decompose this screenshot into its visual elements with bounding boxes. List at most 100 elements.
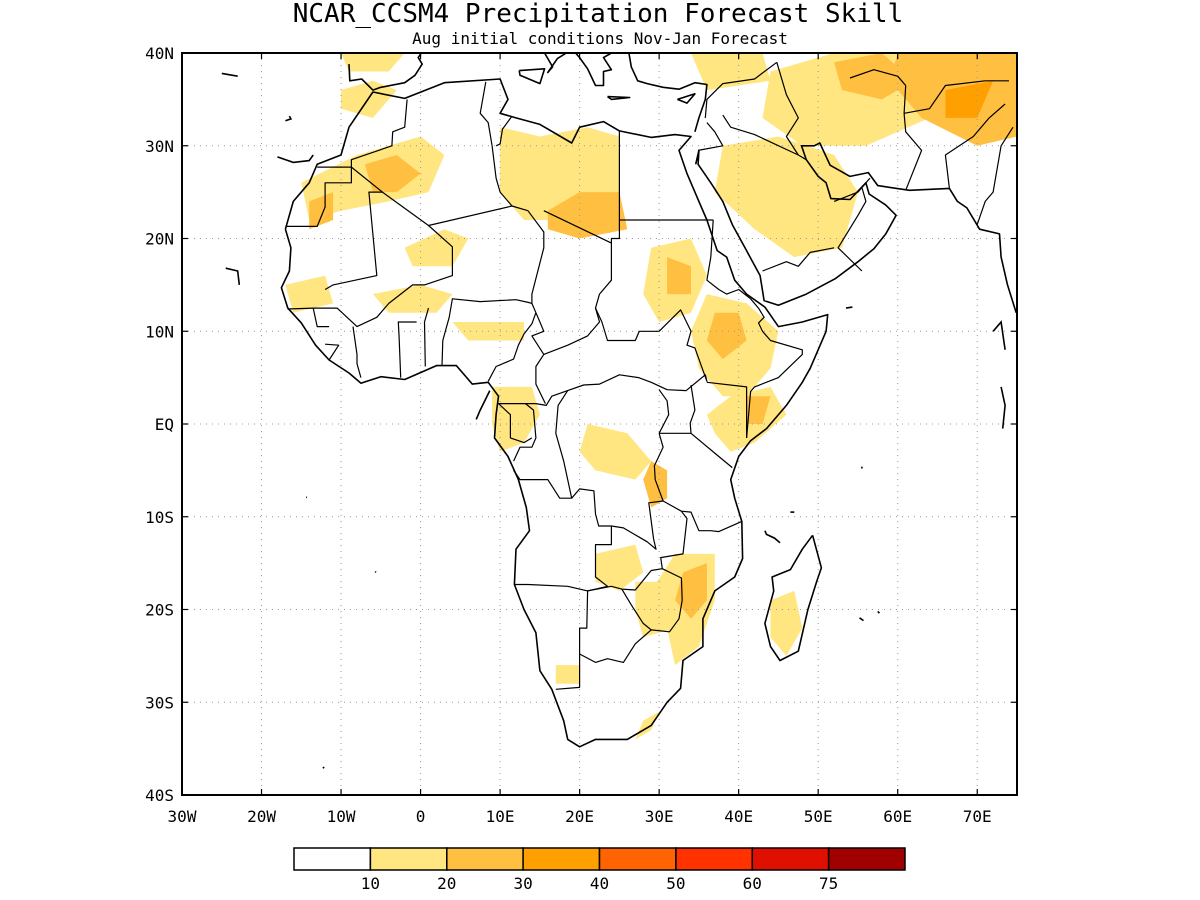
country-border (325, 343, 340, 361)
skill-region-namibia-south (555, 665, 580, 684)
skill-region-south-africa-coast (635, 711, 660, 740)
skill-region-chad-north (547, 192, 628, 239)
coastline-madagascar (764, 534, 823, 662)
island (764, 530, 781, 544)
country-border (513, 470, 613, 690)
island (845, 306, 853, 309)
country-border (722, 114, 807, 161)
country-border (658, 389, 670, 434)
y-tick-label: 40S (145, 786, 174, 805)
legend-swatch (293, 847, 372, 871)
country-border (706, 219, 803, 438)
skill-region-turkey (691, 53, 771, 91)
map-plot-area (182, 53, 1071, 795)
country-border (697, 122, 724, 151)
legend-label: 75 (819, 874, 838, 893)
country-border (350, 99, 408, 168)
y-tick-label: 20S (145, 601, 174, 620)
country-border (659, 432, 733, 469)
country-border (944, 103, 1006, 189)
island (374, 570, 377, 573)
skill-region-ethiopia-core (706, 312, 747, 360)
skill-region-zimbabwe (635, 581, 675, 638)
country-border (513, 403, 537, 462)
coastline-europe-south (348, 53, 424, 91)
country-border (498, 403, 533, 444)
island (475, 390, 491, 420)
x-tick-label: 70E (963, 807, 992, 826)
country-border (903, 85, 923, 191)
axis-ticks: 30W 20W 10W 0 10E 20E 30E 40E 50E 60E 70E 40N 30N 20N… (145, 44, 1017, 826)
country-border (495, 115, 513, 147)
skill-region-drc-east (579, 424, 652, 480)
y-tick-label: 10N (145, 322, 174, 341)
coastline-africa (280, 78, 829, 748)
legend-swatch (369, 847, 448, 871)
country-border (776, 62, 799, 156)
colorbar-legend: 10 20 30 40 50 60 75 (293, 847, 906, 893)
y-tick-label: 30S (145, 693, 174, 712)
border-layer (285, 61, 1014, 690)
chart-subtitle: Aug initial conditions Nov-Jan Forecast (412, 29, 788, 48)
country-border (312, 307, 330, 328)
island (221, 72, 238, 77)
country-border (531, 307, 601, 355)
country-border (423, 307, 430, 367)
skill-shading-layer (285, 53, 1017, 740)
skill-region-sudan-core (667, 257, 691, 295)
skill-region-arabia (714, 136, 858, 258)
country-border (287, 191, 453, 328)
island (1000, 386, 1006, 429)
legend-label: 30 (513, 874, 532, 893)
x-tick-label: 20W (247, 807, 276, 826)
legend-swatch (446, 847, 524, 871)
country-border (498, 243, 708, 406)
coastline-cyprus (677, 93, 696, 104)
skill-region-madagascar (770, 590, 803, 656)
island (322, 766, 325, 769)
country-border (324, 166, 383, 291)
legend-label: 40 (590, 874, 609, 893)
chart-title: NCAR_CCSM4 Precipitation Forecast Skill (293, 0, 903, 29)
island (877, 610, 880, 614)
x-tick-label: 0 (416, 807, 426, 826)
skill-region-sahel-strip (372, 284, 453, 313)
country-border (833, 182, 867, 202)
y-tick-label: 20N (145, 230, 174, 249)
x-tick-label: 50E (804, 807, 833, 826)
legend-swatch (522, 847, 601, 871)
country-border (849, 69, 907, 86)
coastline-sri-lanka (1055, 333, 1071, 368)
country-border (762, 247, 835, 272)
country-border (491, 145, 513, 207)
legend-swatch (598, 847, 677, 871)
island (992, 320, 1006, 350)
skill-region-senegal (285, 275, 334, 313)
country-border (428, 205, 545, 366)
legend-swatch (675, 847, 754, 871)
country-border (535, 354, 546, 404)
x-tick-label: 10E (486, 807, 515, 826)
country-border (555, 390, 573, 499)
country-border (621, 588, 652, 631)
country-border (706, 381, 748, 438)
coastline-crete (607, 95, 631, 101)
island (277, 154, 314, 164)
island (225, 267, 241, 285)
skill-region-mozambique-core (675, 563, 707, 619)
y-tick-label: 40N (145, 44, 174, 63)
island-layer (221, 72, 1006, 769)
skill-region-angola-zambia (595, 544, 644, 591)
x-tick-label: 30W (168, 807, 197, 826)
skill-region-iran-core (834, 53, 914, 100)
skill-region-central-asia-core (945, 80, 994, 118)
x-tick-label: 10W (327, 807, 356, 826)
country-border (514, 510, 688, 592)
country-border (397, 321, 417, 378)
legend-label: 10 (361, 874, 380, 893)
legend-swatch (751, 847, 830, 871)
legend-swatch (827, 847, 906, 871)
skill-region-sahara-west-core (364, 155, 421, 193)
y-tick-label: 10S (145, 508, 174, 527)
